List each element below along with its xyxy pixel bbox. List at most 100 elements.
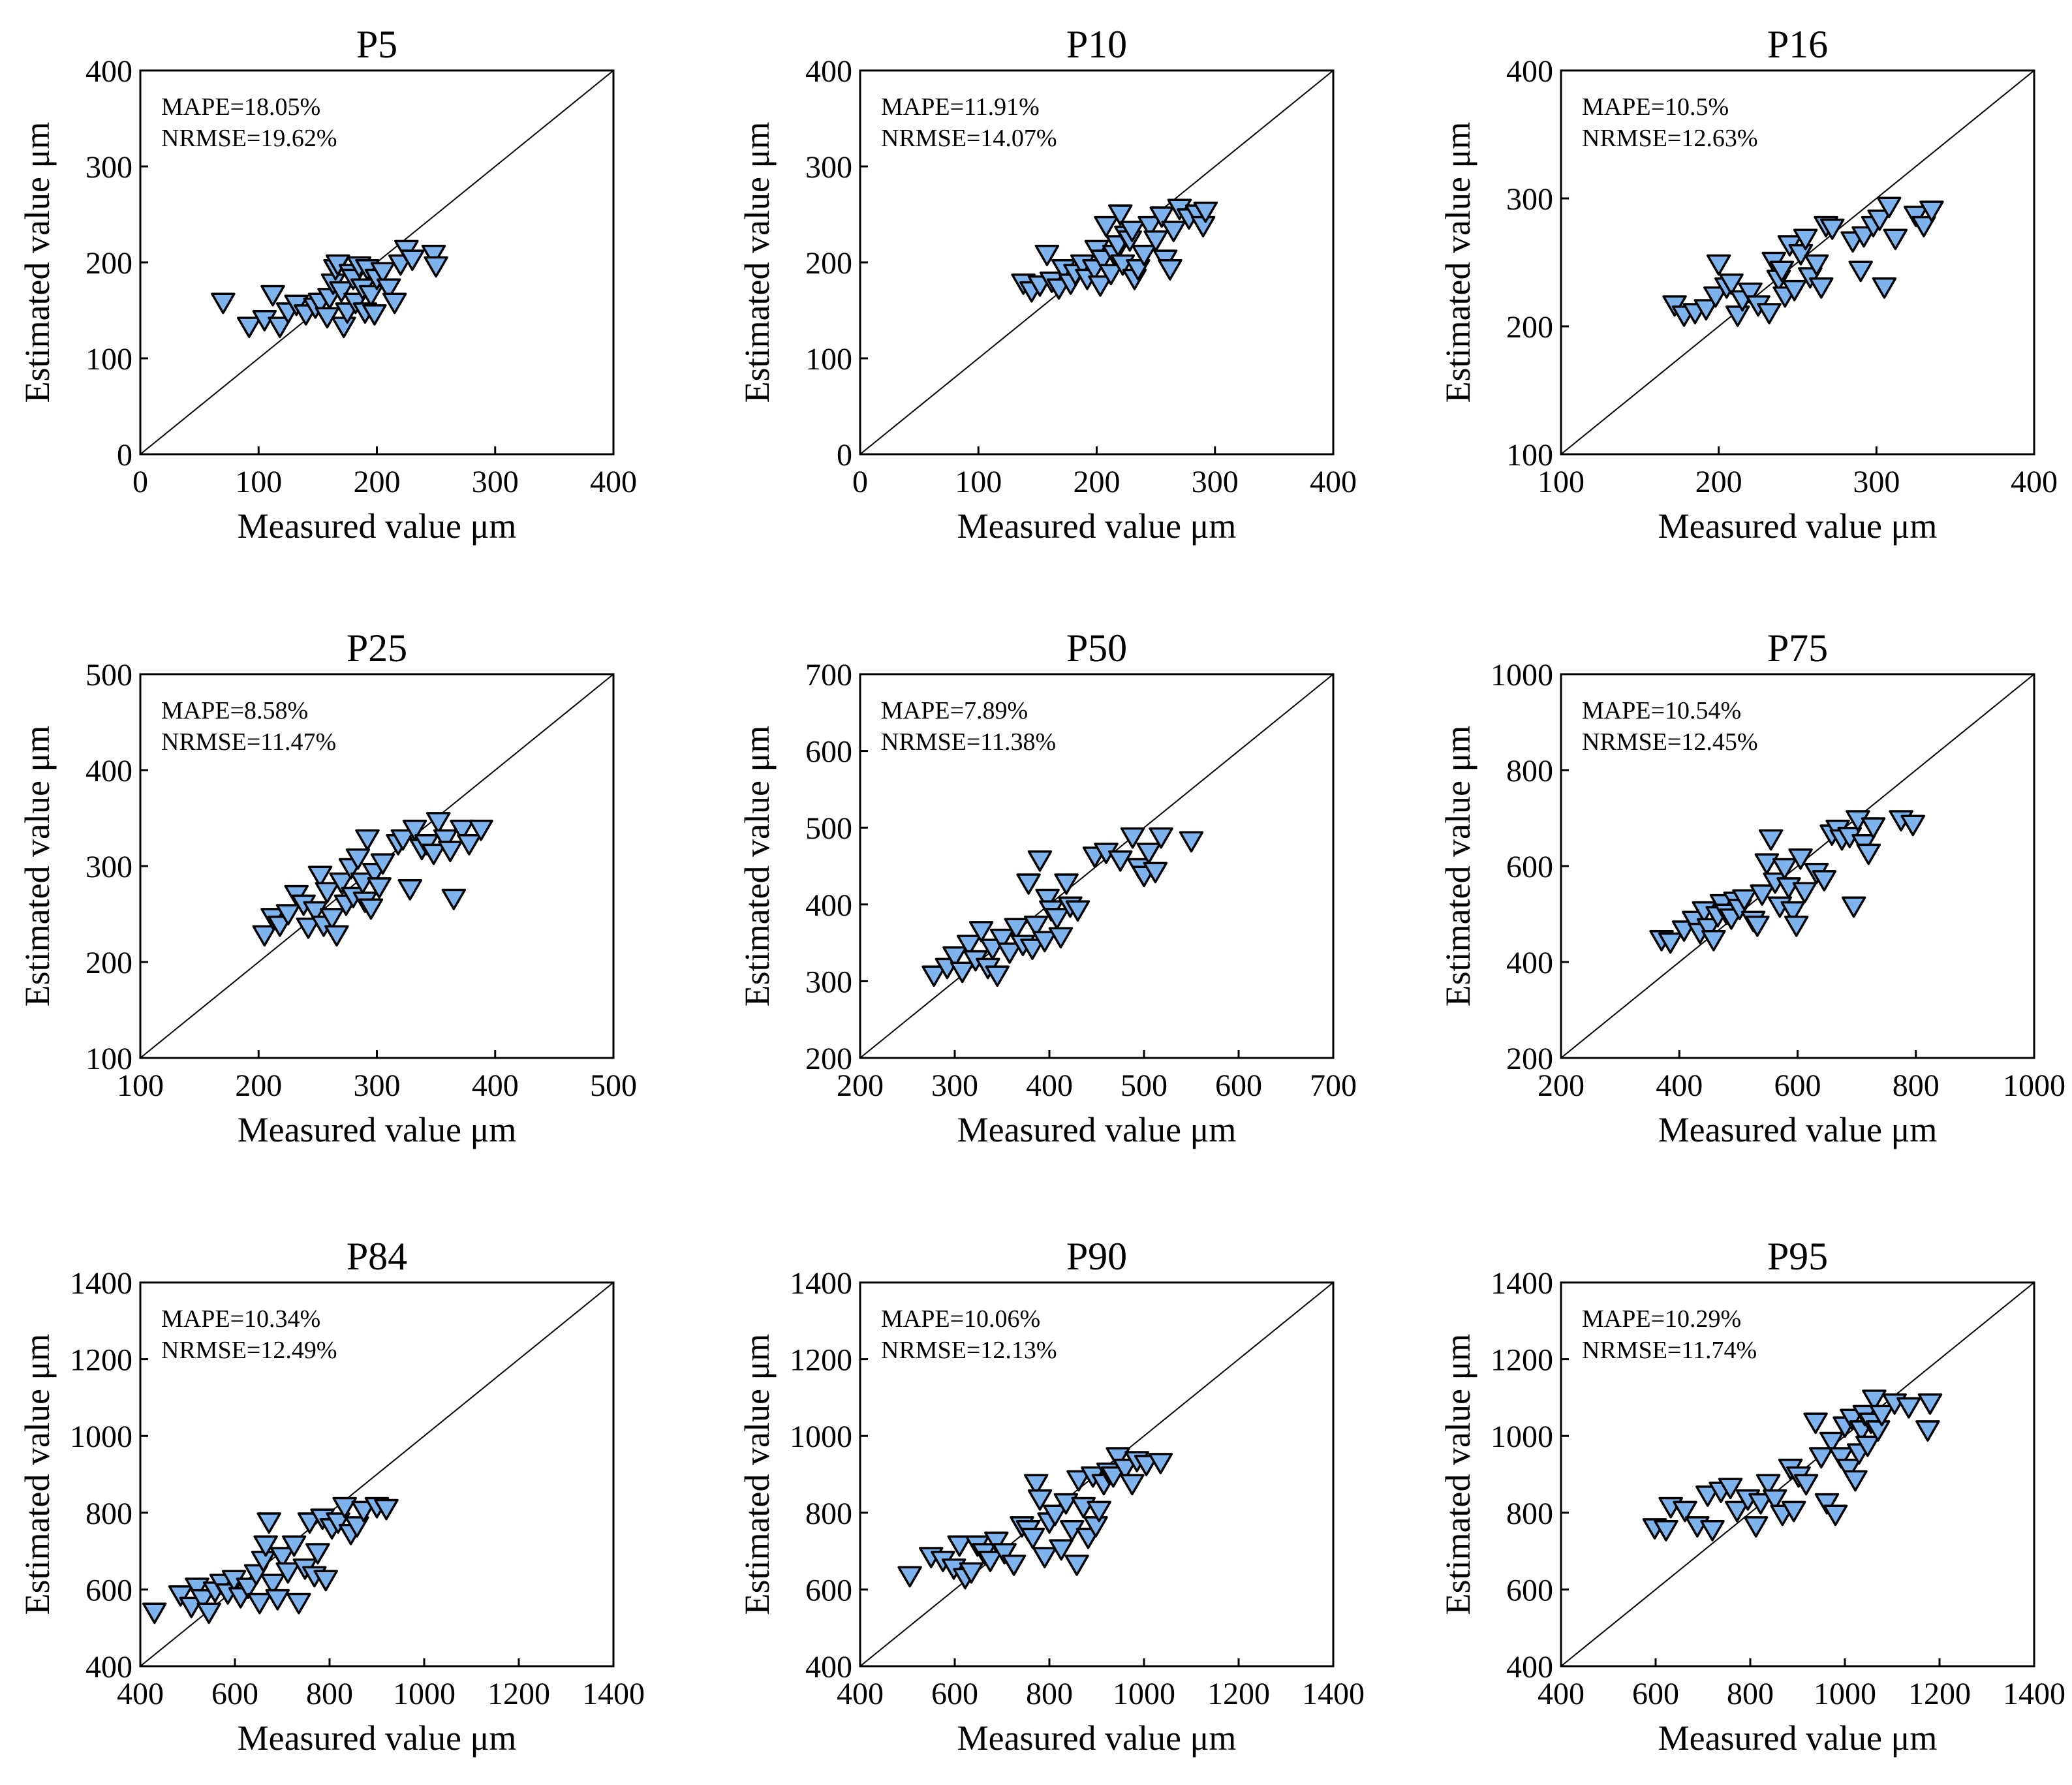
chart-8-point-35 [1862, 1389, 1887, 1411]
chart-7-xtick-label-4: 1200 [1207, 1677, 1270, 1711]
chart-0-point-4 [268, 317, 292, 338]
chart-0-ytick-label-0: 0 [117, 438, 132, 473]
chart-4-point-29 [1120, 827, 1145, 849]
chart-1-point-16 [1098, 264, 1123, 286]
chart-8-point-17 [1781, 1500, 1806, 1523]
chart-7-point-30 [1087, 1500, 1111, 1523]
chart-8-stat-0: MAPE=10.29% [1582, 1305, 1741, 1333]
chart-8-point-13 [1755, 1474, 1781, 1496]
chart-1-xtick-label-3: 300 [1192, 465, 1239, 499]
chart-5-xtick-label-4: 1000 [2003, 1068, 2065, 1103]
chart-5-xlabel: Measured value μm [1658, 1110, 1938, 1149]
chart-1-xlabel: Measured value μm [957, 506, 1237, 546]
chart-7-ylabel: Estimated value μm [737, 1334, 777, 1615]
chart-4-panel: P50 MAPE=7.89% NRMSE=11.38% 200 300 400 500 600… [737, 627, 1357, 1149]
chart-2-point-36 [1919, 200, 1944, 223]
chart-3-panel: P25 MAPE=8.58% NRMSE=11.47% 100 200 300 400 500… [18, 627, 637, 1149]
chart-3-xtick-label-4: 500 [590, 1068, 637, 1103]
chart-4-point-32 [1136, 843, 1161, 864]
chart-7-point-25 [1066, 1470, 1091, 1492]
chart-4-point-22 [1048, 927, 1074, 949]
chart-0-title: P5 [356, 23, 397, 66]
chart-0-ytick-label-3: 300 [85, 150, 132, 185]
chart-6-ytick-label-0: 400 [85, 1650, 132, 1684]
chart-5-ytick-label-2: 600 [1506, 850, 1553, 884]
chart-1-ytick-label-3: 300 [805, 150, 852, 185]
chart-5-point-18 [1754, 853, 1780, 875]
chart-8-ytick-label-5: 1400 [1491, 1266, 1553, 1301]
chart-8-point-11 [1743, 1516, 1769, 1538]
chart-3-point-8 [307, 865, 333, 888]
chart-4-point-4 [957, 935, 982, 957]
chart-5-ytick-label-1: 400 [1506, 946, 1553, 980]
chart-1-point-27 [1137, 215, 1162, 238]
chart-8-ytick-label-2: 800 [1506, 1497, 1553, 1531]
chart-6-point-17 [260, 1574, 285, 1596]
chart-3-ylabel: Estimated value μm [18, 726, 57, 1007]
chart-5-point-24 [1780, 901, 1805, 923]
chart-4-ytick-label-3: 500 [805, 811, 852, 846]
chart-6-ytick-label-3: 1000 [70, 1420, 132, 1454]
chart-1-panel: P10 MAPE=11.91% NRMSE=14.07% 0 100 200 300 400 0… [737, 23, 1357, 546]
chart-4-stat-1: NRMSE=11.38% [881, 728, 1056, 756]
chart-1-point-26 [1132, 245, 1156, 266]
chart-6-point-11 [236, 1577, 261, 1599]
chart-6-point-15 [253, 1535, 278, 1557]
chart-1-ytick-label-4: 400 [805, 54, 852, 89]
chart-7-xtick-label-0: 400 [837, 1677, 884, 1711]
chart-0-xtick-label-1: 100 [235, 465, 282, 499]
chart-8-xtick-label-1: 600 [1632, 1677, 1679, 1711]
chart-7-point-35 [1113, 1458, 1137, 1480]
chart-8-ytick-label-3: 1000 [1491, 1420, 1553, 1454]
chart-3-stat-1: NRMSE=11.47% [161, 728, 336, 756]
chart-2-point-28 [1851, 226, 1876, 248]
chart-1-xtick-label-0: 0 [852, 465, 868, 499]
chart-4-xtick-label-4: 600 [1215, 1068, 1262, 1103]
chart-2-point-7 [1719, 273, 1744, 295]
chart-7-point-16 [1023, 1474, 1049, 1496]
chart-7-xlabel: Measured value μm [957, 1718, 1237, 1758]
chart-3-point-17 [345, 848, 371, 870]
chart-6-point-4 [190, 1589, 215, 1611]
chart-3-point-24 [370, 853, 395, 875]
chart-8-point-39 [1896, 1397, 1921, 1419]
chart-4-xtick-label-2: 400 [1026, 1068, 1073, 1103]
chart-8-point-41 [1917, 1393, 1943, 1415]
chart-2-stat-0: MAPE=10.5% [1582, 93, 1729, 121]
chart-6-xtick-label-3: 1000 [393, 1677, 456, 1711]
chart-2-ytick-label-0: 100 [1506, 438, 1553, 473]
chart-5-point-16 [1745, 915, 1770, 937]
chart-2-point-18 [1782, 279, 1807, 302]
chart-7-title: P90 [1066, 1235, 1127, 1278]
chart-3-xtick-label-0: 100 [117, 1068, 164, 1103]
chart-0-frame [139, 69, 615, 456]
chart-7-point-20 [1042, 1504, 1068, 1527]
chart-3-point-35 [441, 888, 467, 910]
chart-2-reference-line [1561, 70, 2034, 454]
chart-8-xtick-label-0: 400 [1538, 1677, 1585, 1711]
chart-7-point-18 [1032, 1547, 1057, 1568]
chart-2-xtick-label-0: 100 [1538, 465, 1585, 499]
chart-2-point-10 [1738, 282, 1763, 304]
chart-8-ytick-label-4: 1200 [1491, 1343, 1553, 1378]
chart-2-xtick-label-2: 300 [1853, 465, 1900, 499]
chart-5-frame [1560, 673, 2035, 1059]
chart-6-point-33 [345, 1516, 369, 1538]
chart-0-panel: P5 MAPE=18.05% NRMSE=19.62% 0 100 200 300 400 0 1… [18, 23, 637, 546]
chart-4-xlabel: Measured value μm [957, 1110, 1237, 1149]
chart-3-point-33 [433, 829, 458, 851]
chart-4-xtick-label-5: 700 [1310, 1068, 1357, 1103]
chart-7-ytick-label-1: 600 [805, 1573, 852, 1607]
chart-7-point-33 [1101, 1466, 1126, 1488]
chart-7-point-17 [1027, 1489, 1053, 1511]
chart-8-point-20 [1803, 1412, 1828, 1435]
chart-2-stat-1: NRMSE=12.63% [1582, 125, 1758, 152]
chart-0-xlabel: Measured value μm [238, 506, 517, 546]
chart-4-point-12 [1004, 918, 1028, 940]
chart-3-ytick-label-2: 300 [85, 850, 132, 884]
chart-6-stat-1: NRMSE=12.49% [161, 1337, 337, 1364]
chart-4-point-9 [985, 965, 1010, 987]
chart-6-ytick-label-5: 1400 [70, 1266, 132, 1301]
chart-3-xlabel: Measured value μm [238, 1110, 517, 1149]
chart-1-point-3 [1034, 245, 1060, 266]
